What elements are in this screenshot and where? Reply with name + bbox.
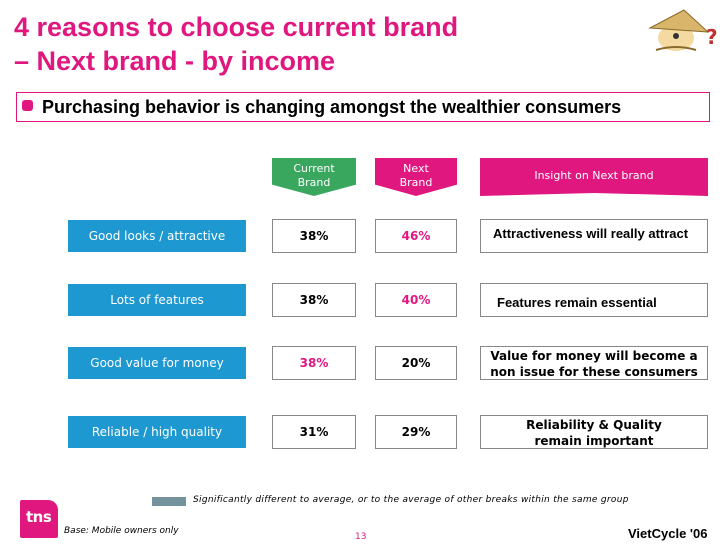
insight-good-looks-line-1: Attractiveness will really attract xyxy=(493,226,689,241)
header-next-line-2: Brand xyxy=(399,176,433,189)
svg-text:?: ? xyxy=(706,25,718,49)
row-label-features: Lots of features xyxy=(68,284,246,316)
slide-title-line-2: – Next brand - by income xyxy=(14,46,336,76)
insight-features: Features remain essential xyxy=(480,283,708,317)
header-next-brand: Next Brand xyxy=(375,158,457,196)
insight-value-for-money-line-1: Value for money will become a xyxy=(490,349,698,363)
insight-value-for-money-line-2: non issue for these consumers xyxy=(490,365,698,379)
tns-logo-text: tns xyxy=(26,508,52,526)
value-next-features: 40% xyxy=(375,283,457,317)
value-next-reliable: 29% xyxy=(375,415,457,449)
insight-features-line-1: Features remain essential xyxy=(497,295,657,310)
slide-subtitle: Purchasing behavior is changing amongst … xyxy=(42,97,622,117)
value-current-good-looks: 38% xyxy=(272,219,356,253)
page-number: 13 xyxy=(355,532,367,542)
footer-brand: VietCycle '06 xyxy=(628,526,708,541)
header-current-line-2: Brand xyxy=(297,176,331,189)
header-current-brand: Current Brand xyxy=(272,158,356,196)
slide-title-line-1: 4 reasons to choose current brand xyxy=(14,12,459,42)
insight-reliable-line-1: Reliability & Quality xyxy=(526,418,662,432)
base-note: Base: Mobile owners only xyxy=(64,526,179,536)
significance-legend-swatch xyxy=(152,497,186,506)
value-current-reliable: 31% xyxy=(272,415,356,449)
value-current-value-for-money: 38% xyxy=(272,346,356,380)
insight-reliable-line-2: remain important xyxy=(534,434,654,448)
row-label-good-looks: Good looks / attractive xyxy=(68,220,246,252)
header-current-line-1: Current xyxy=(293,162,335,175)
significance-legend-text: Significantly different to average, or t… xyxy=(193,495,629,505)
value-next-value-for-money: 20% xyxy=(375,346,457,380)
insight-reliable: Reliability & Quality remain important xyxy=(480,415,708,449)
tns-logo xyxy=(20,500,58,538)
value-current-features: 38% xyxy=(272,283,356,317)
bullet-icon xyxy=(22,100,33,111)
subtitle-frame xyxy=(16,92,710,122)
row-label-reliable: Reliable / high quality xyxy=(68,416,246,448)
insight-value-for-money: Value for money will become a non issue … xyxy=(480,346,708,380)
header-insight: Insight on Next brand xyxy=(480,158,708,196)
thinking-person-illustration: ? xyxy=(648,9,718,51)
header-next-line-1: Next xyxy=(403,162,429,175)
insight-good-looks: Attractiveness will really attract xyxy=(480,219,708,253)
row-label-value-for-money: Good value for money xyxy=(68,347,246,379)
value-next-good-looks: 46% xyxy=(375,219,457,253)
